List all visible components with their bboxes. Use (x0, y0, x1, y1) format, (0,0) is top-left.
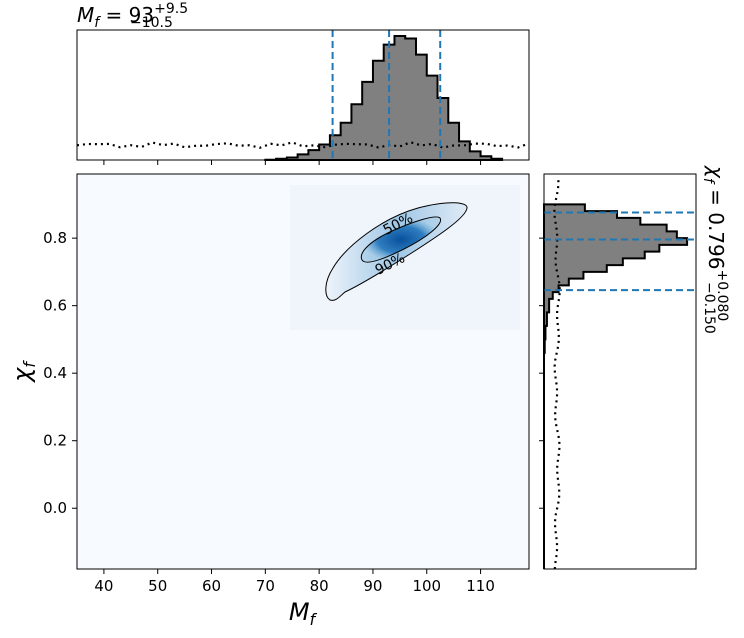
top-frame (76, 29, 530, 161)
top-posterior-histogram (264, 35, 504, 161)
x-tick-label: 40 (94, 577, 113, 595)
x-tick-label: 70 (256, 577, 275, 595)
right-frame (543, 173, 697, 570)
right-posterior-histogram (543, 203, 689, 569)
top-title: Mf = 93+9.5 (77, 1, 188, 31)
top-prior-line (76, 141, 530, 149)
right-title-eq: = 0.796 (704, 183, 728, 270)
y-tick-label: 0.6 (43, 297, 67, 315)
x-axis-label-sub: f (310, 610, 318, 629)
x-tick-label: 80 (310, 577, 329, 595)
joint-panel: 50% 90% 40 50 60 70 80 90 100 1100.00.20.40.60.… (43, 173, 530, 595)
y-tick-label: 0.2 (43, 432, 67, 450)
y-axis-label-sub: f (20, 360, 39, 368)
joint-frame (76, 173, 530, 570)
top-title-eq: = 93 (99, 3, 154, 27)
top-title-m-sub: f (94, 15, 101, 31)
y-tick-label: 0.4 (43, 364, 67, 382)
top-title-low: −10.5 (130, 15, 173, 31)
right-title-low: −0.150 (701, 282, 717, 334)
x-axis-label-m: M (289, 598, 310, 626)
top-title-sup: +9.5 (154, 1, 188, 17)
top-marginal-panel (76, 29, 530, 165)
density-core (361, 216, 441, 263)
contour-50 (360, 216, 441, 263)
y-tick-label: 0.8 (43, 229, 67, 247)
y-axis-label: χf (8, 360, 39, 384)
contour-90 (325, 202, 468, 301)
y-axis-label-chi: χ (8, 367, 36, 384)
right-title-chi: χ (704, 165, 728, 179)
x-tick-label: 60 (202, 577, 221, 595)
right-title-sup: +0.080 (714, 270, 730, 322)
y-tick-label: 0.0 (43, 499, 67, 517)
x-tick-label: 50 (148, 577, 167, 595)
x-axis-label: Mf (289, 598, 318, 629)
right-title: χf = 0.796+0.080 (700, 165, 730, 321)
right-title-chi-sub: f (700, 178, 716, 185)
top-title-m: M (77, 3, 94, 27)
x-tick-label: 100 (412, 577, 441, 595)
x-tick-label: 90 (363, 577, 382, 595)
joint-ticks: 40 50 60 70 80 90 100 110 0.0 0.2 0.4 0.6 0.8 (43, 229, 495, 595)
right-marginal-panel (539, 173, 697, 570)
x-tick-label: 110 (466, 577, 495, 595)
